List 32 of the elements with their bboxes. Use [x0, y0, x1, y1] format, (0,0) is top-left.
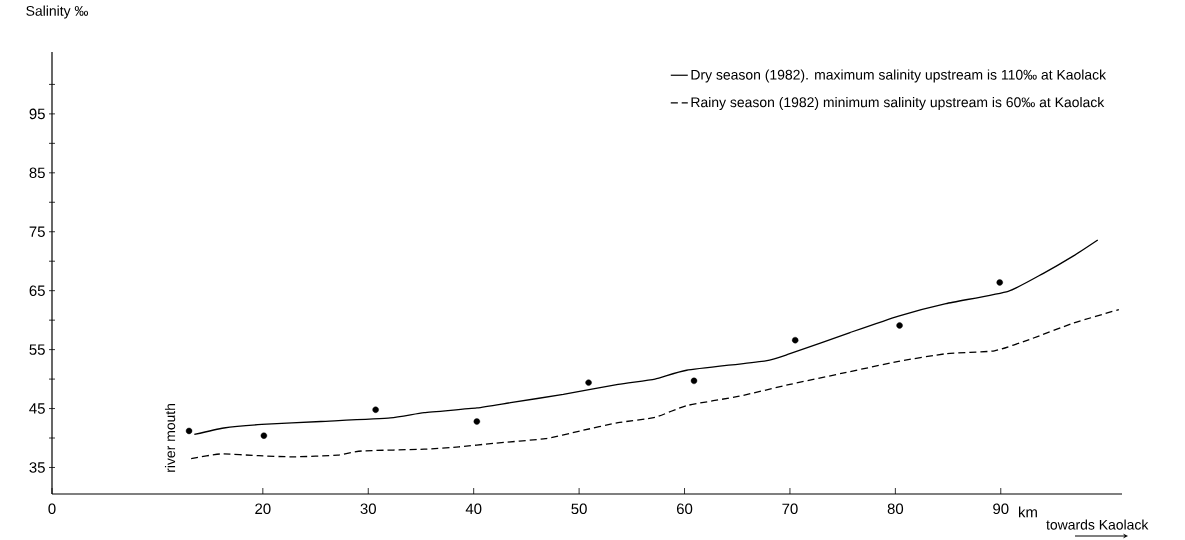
legend-label: Dry season (1982). maximum salinity upstream is 110‰ at Kaolack	[691, 69, 1107, 83]
point	[585, 379, 592, 386]
point	[896, 322, 903, 329]
point	[185, 427, 193, 435]
point	[473, 418, 481, 425]
x-axis-title: km	[1019, 506, 1037, 518]
y-tick-label: 95	[29, 108, 45, 120]
legend-label: Rainy season (1982) minimum salinity upstream is 60‰ at Kaolack	[691, 96, 1105, 110]
annotation: river mouth	[164, 403, 176, 472]
point	[372, 406, 379, 413]
line-series	[190, 308, 1120, 460]
x-tick-label: 40	[465, 503, 482, 515]
point	[996, 279, 1003, 286]
y-tick-label: 75	[29, 226, 45, 237]
x-tick-label: 20	[255, 503, 271, 515]
x-tick-label: 70	[782, 503, 798, 515]
y-tick-label: 35	[29, 462, 45, 473]
y-tick-label: 45	[29, 403, 45, 414]
x-tick-label: 0	[48, 503, 56, 515]
x-tick-label: 50	[571, 503, 587, 515]
x-tick-label: 30	[360, 503, 376, 515]
x-tick-label: 60	[676, 503, 693, 515]
x-tick-label: 80	[887, 503, 904, 515]
point	[690, 377, 698, 385]
y-tick-label: 65	[29, 285, 45, 296]
text: towards Kaolack	[1046, 519, 1149, 530]
y-axis-title: Salinity ‰	[26, 5, 89, 19]
point	[260, 432, 268, 439]
point	[792, 337, 799, 344]
y-tick-label: 85	[29, 167, 45, 179]
y-tick-label: 55	[29, 344, 45, 355]
x-tick-label: 90	[993, 503, 1009, 515]
